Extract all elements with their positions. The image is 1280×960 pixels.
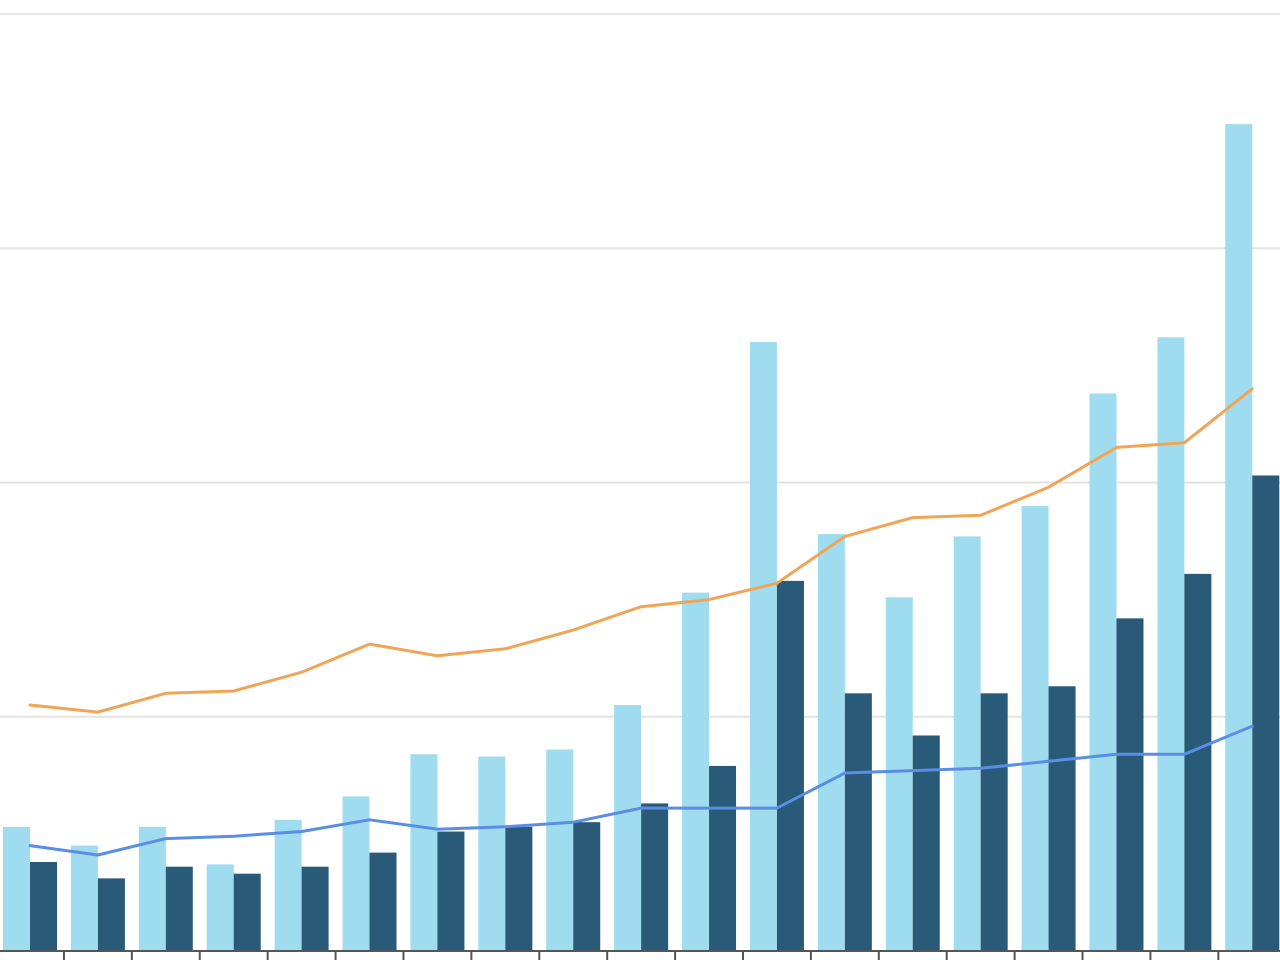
bar-s1-19 <box>1225 124 1253 951</box>
bar-s1-7 <box>410 754 438 951</box>
bar-s2-5 <box>301 866 329 951</box>
bar-s2-13 <box>844 693 872 951</box>
bar-s1-9 <box>546 749 574 951</box>
bar-s1-5 <box>274 819 302 951</box>
bar-s2-3 <box>165 866 193 951</box>
bar-s1-14 <box>885 597 913 951</box>
bar-s2-9 <box>573 822 601 951</box>
bar-series <box>3 124 1280 951</box>
bar-s1-17 <box>1089 393 1117 951</box>
bar-s2-11 <box>709 765 737 951</box>
bar-s2-1 <box>30 861 57 951</box>
bar-s1-12 <box>749 341 777 951</box>
bar-s2-10 <box>641 803 669 951</box>
bar-s2-7 <box>437 831 465 951</box>
bar-s2-17 <box>1116 618 1144 951</box>
line-series-2 <box>28 724 1254 857</box>
bar-s2-15 <box>980 693 1008 951</box>
bar-s1-18 <box>1157 337 1185 951</box>
bar-s2-18 <box>1184 573 1212 951</box>
bar-s1-8 <box>478 756 506 951</box>
bar-s2-19 <box>1252 475 1280 951</box>
bar-s1-13 <box>817 534 845 951</box>
bar-s1-15 <box>953 536 981 951</box>
bar-s1-11 <box>682 592 710 951</box>
bar-s2-14 <box>912 735 940 951</box>
bar-s2-4 <box>233 873 261 951</box>
bar-s1-3 <box>138 826 166 951</box>
line-series <box>28 387 1254 857</box>
bar-s1-2 <box>70 845 98 951</box>
bar-s1-10 <box>614 705 642 951</box>
bar-s2-6 <box>369 852 397 951</box>
bar-s1-1 <box>3 826 30 951</box>
bar-s1-4 <box>206 864 234 951</box>
x-axis <box>0 950 1280 960</box>
gridlines <box>0 13 1280 718</box>
bar-s2-2 <box>97 878 125 951</box>
bar-s2-16 <box>1048 686 1076 951</box>
bar-s2-8 <box>505 826 533 951</box>
bar-s2-12 <box>776 580 804 951</box>
line-series-1 <box>28 387 1254 714</box>
bar-s1-16 <box>1021 505 1049 951</box>
